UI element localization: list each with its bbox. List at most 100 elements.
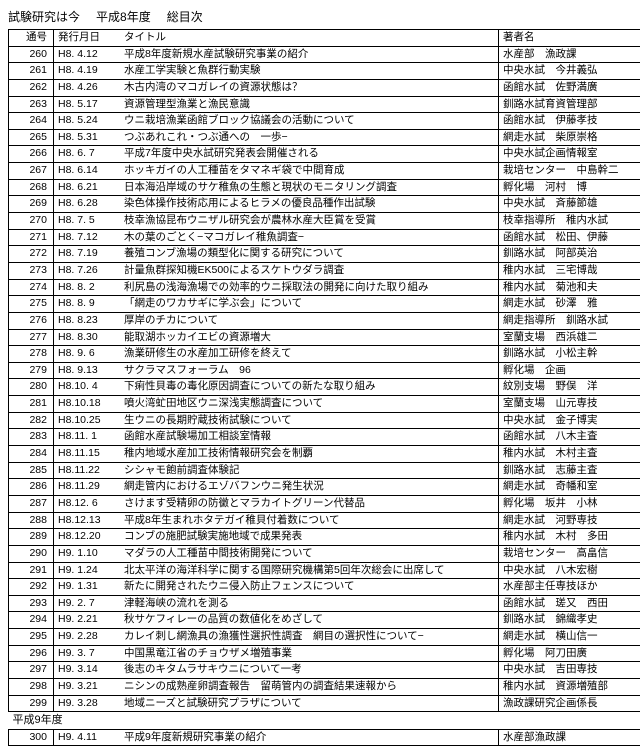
cell-date: H9. 3.21 [54, 678, 121, 695]
table-row: 288H8.12.13平成8年生まれホタテガイ稚貝付着数について網走水試 河野専… [9, 512, 640, 529]
cell-no: 297 [9, 662, 54, 679]
cell-no: 299 [9, 695, 54, 712]
cell-no: 286 [9, 479, 54, 496]
cell-author: 網走水試 河野専技 [499, 512, 640, 529]
table-row: 289H8.12.20コンブの施肥試験実施地域で成果発表稚内水試 木村 多田 [9, 529, 640, 546]
cell-title: 資源管理型漁業と漁民意識 [120, 96, 499, 113]
cell-title: シシャモ飽前調査体験記 [120, 462, 499, 479]
table-row: 294H9. 2.21秋サケフィレーの品質の数値化をめざして釧路水試 錦織孝史 [9, 612, 640, 629]
cell-date: H8.11.22 [54, 462, 121, 479]
table-row: 270H8. 7. 5枝幸漁協昆布ウニザル研究会が農林水産大臣賞を受賞枝幸指導所… [9, 213, 640, 230]
cell-title: ホッキガイの人工種苗をタマネギ袋で中間育成 [120, 163, 499, 180]
cell-no: 262 [9, 79, 54, 96]
table-row: 274H8. 8. 2利尻島の浅海漁場での効率的ウニ採取法の開発に向けた取り組み… [9, 279, 640, 296]
cell-title: 新たに開発されたウニ侵入防止フェンスについて [120, 579, 499, 596]
cell-no: 288 [9, 512, 54, 529]
cell-title: サクラマスフォーラム 96 [120, 362, 499, 379]
cell-no: 287 [9, 495, 54, 512]
table-row: 291H9. 1.24北太平洋の海洋科学に関する国際研究機構第5回年次総会に出席… [9, 562, 640, 579]
table-row: 300H9. 4.11平成9年度新規研究事業の紹介水産部漁政課 [9, 729, 640, 746]
table-row: 260H8. 4.12平成8年度新規水産試験研究事業の紹介水産部 漁政課 [9, 46, 640, 63]
table-row: 277H8. 8.30能取湖ホッカイエビの資源増大室蘭支場 西浜雄二 [9, 329, 640, 346]
cell-no: 285 [9, 462, 54, 479]
cell-date: H9. 3.14 [54, 662, 121, 679]
cell-date: H9. 1.31 [54, 579, 121, 596]
section-label: 平成9年度 [9, 712, 640, 729]
cell-date: H8. 5.24 [54, 113, 121, 130]
cell-author: 中央水試 今井義弘 [499, 63, 640, 80]
cell-author: 網走水試 砂澤 雅 [499, 296, 640, 313]
cell-no: 293 [9, 595, 54, 612]
table-row: 279H8. 9.13サクラマスフォーラム 96孵化場 企画 [9, 362, 640, 379]
cell-no: 290 [9, 545, 54, 562]
cell-no: 283 [9, 429, 54, 446]
cell-author: 稚内水試 菊池和夫 [499, 279, 640, 296]
cell-no: 266 [9, 146, 54, 163]
cell-date: H9. 2.28 [54, 629, 121, 646]
cell-date: H9. 2.21 [54, 612, 121, 629]
cell-title: 生ウニの長期貯蔵技術試験について [120, 412, 499, 429]
cell-no: 292 [9, 579, 54, 596]
header-title-b: 平成8年度 [96, 8, 151, 25]
cell-title: 津軽海峡の流れを測る [120, 595, 499, 612]
cell-no: 277 [9, 329, 54, 346]
page-header: 試験研究は今 平成8年度 総目次 [8, 8, 640, 25]
cell-title: 平成8年度新規水産試験研究事業の紹介 [120, 46, 499, 63]
cell-no: 272 [9, 246, 54, 263]
cell-author: 枝幸指導所 稚内水試 [499, 213, 640, 230]
cell-title: マダラの人工種苗中間技術開発について [120, 545, 499, 562]
table-row: 272H8. 7.19養殖コンブ漁場の類型化に関する研究について釧路水試 阿部英… [9, 246, 640, 263]
cell-author: 漁政課研究企画係長 [499, 695, 640, 712]
cell-date: H8. 4.19 [54, 63, 121, 80]
cell-no: 269 [9, 196, 54, 213]
cell-date: H8.11.15 [54, 446, 121, 463]
cell-title: 地域ニーズと試験研究プラザについて [120, 695, 499, 712]
cell-author: 稚内水試 三宅博哉 [499, 262, 640, 279]
table-row: 269H8. 6.28染色体操作技術応用によるヒラメの優良品種作出試験中央水試 … [9, 196, 640, 213]
cell-author: 中央水試企画情報室 [499, 146, 640, 163]
cell-title: 漁業研修生の水産加工研修を終えて [120, 346, 499, 363]
cell-title: 北太平洋の海洋科学に関する国際研究機構第5回年次総会に出席して [120, 562, 499, 579]
cell-author: 水産部 漁政課 [499, 46, 640, 63]
cell-title: 木古内湾のマコガレイの資源状態は？ [120, 79, 499, 96]
cell-date: H8. 5.31 [54, 129, 121, 146]
cell-title: コンブの施肥試験実施地域で成果発表 [120, 529, 499, 546]
table-row: 265H8. 5.31つぶあれこれ・つぶ通への 一歩−網走水試 柴原崇格 [9, 129, 640, 146]
cell-title: 計量魚群探知機EK500によるスケトウダラ調査 [120, 262, 499, 279]
cell-author: 函館水試 松田、伊藤 [499, 229, 640, 246]
cell-author: 稚内水試 木村主査 [499, 446, 640, 463]
cell-author: 室蘭支場 西浜雄二 [499, 329, 640, 346]
cell-no: 279 [9, 362, 54, 379]
cell-author: 水産部主任専技ほか [499, 579, 640, 596]
cell-title: 養殖コンブ漁場の類型化に関する研究について [120, 246, 499, 263]
cell-title: つぶあれこれ・つぶ通への 一歩− [120, 129, 499, 146]
table-row: 299H9. 3.28地域ニーズと試験研究プラザについて漁政課研究企画係長 [9, 695, 640, 712]
cell-title: 平成7年度中央水試研究発表会開催される [120, 146, 499, 163]
cell-no: 280 [9, 379, 54, 396]
cell-date: H8. 4.26 [54, 79, 121, 96]
cell-date: H8. 8.30 [54, 329, 121, 346]
table-row: 285H8.11.22シシャモ飽前調査体験記釧路水試 志藤主査 [9, 462, 640, 479]
cell-author: 稚内水試 資源増殖部 [499, 678, 640, 695]
cell-date: H8.12.20 [54, 529, 121, 546]
table-row: 278H8. 9. 6漁業研修生の水産加工研修を終えて釧路水試 小松主幹 [9, 346, 640, 363]
table-row: 297H9. 3.14後志のキタムラサキウニについて一考中央水試 吉田専技 [9, 662, 640, 679]
cell-no: 265 [9, 129, 54, 146]
cell-date: H9. 3. 7 [54, 645, 121, 662]
cell-author: 栽培センター 高畠信 [499, 545, 640, 562]
cell-author: 稚内水試 木村 多田 [499, 529, 640, 546]
cell-author: 釧路水試 小松主幹 [499, 346, 640, 363]
cell-title: さけます受精卵の防黴とマラカイトグリーン代替品 [120, 495, 499, 512]
cell-no: 271 [9, 229, 54, 246]
cell-author: 栽培センター 中島幹二 [499, 163, 640, 180]
table-row: 293H9. 2. 7津軽海峡の流れを測る函館水試 瑳又 西田 [9, 595, 640, 612]
cell-no: 260 [9, 46, 54, 63]
cell-title: 下痢性貝毒の毒化原因調査についての新たな取り組み [120, 379, 499, 396]
table-row: 298H9. 3.21ニシンの成熟産卵調査報告 留萌管内の調査結果速報から稚内水… [9, 678, 640, 695]
cell-title: カレイ刺し網漁具の漁獲性選択性調査 網目の選択性について− [120, 629, 499, 646]
cell-no: 276 [9, 312, 54, 329]
cell-date: H8. 6. 7 [54, 146, 121, 163]
table-row: 264H8. 5.24ウニ栽培漁業函館ブロック協議会の活動について函館水試 伊藤… [9, 113, 640, 130]
cell-author: 釧路水試 錦織孝史 [499, 612, 640, 629]
table-row: 275H8. 8. 9「網走のワカサギに学ぶ会」について網走水試 砂澤 雅 [9, 296, 640, 313]
